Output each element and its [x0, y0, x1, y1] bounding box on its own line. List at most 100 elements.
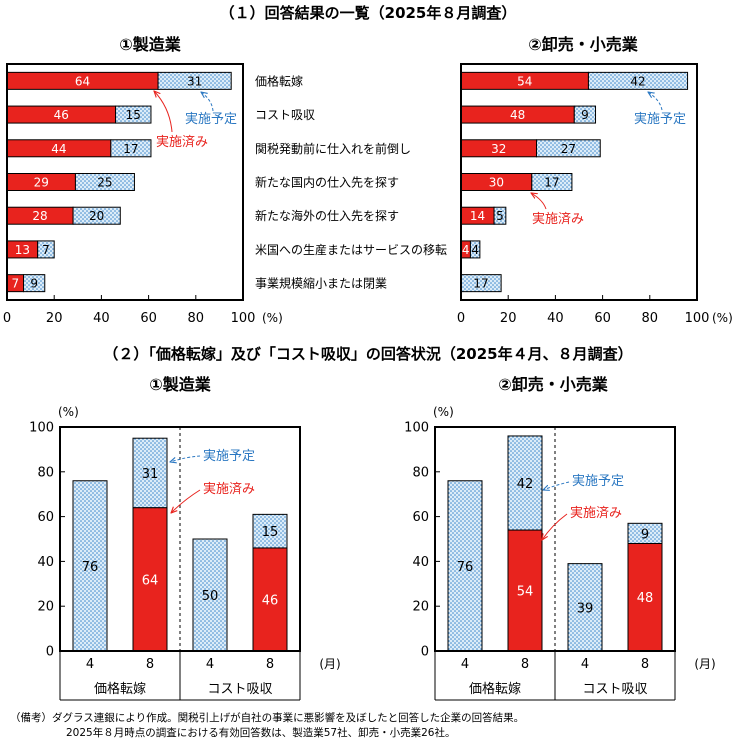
s1w-x-tick-label: 20 — [500, 311, 517, 326]
s1m-value-planned: 7 — [42, 243, 50, 257]
s1w-planned-arrow — [648, 92, 663, 111]
s2m-value-implemented: 46 — [262, 593, 279, 608]
s2w-implemented-label: 実施済み — [570, 505, 622, 521]
s1m-bar-planned — [23, 274, 46, 293]
s1w-value-planned: 9 — [581, 108, 589, 122]
s1m-bar-planned — [72, 206, 121, 225]
s1-category-label: 事業規模縮小または閉業 — [255, 276, 387, 291]
s1m-value-implemented: 64 — [75, 74, 90, 88]
s1w-value-implemented: 30 — [489, 176, 504, 190]
s2m-implemented-arrow — [171, 489, 201, 513]
s2m-y-tick-label: 80 — [37, 465, 54, 480]
s2w-value-april: 39 — [577, 601, 594, 616]
s1w-value-implemented: 48 — [510, 108, 525, 122]
s1w-bar-planned — [573, 105, 597, 124]
s1-category-label: 米国への生産またはサービスの移転 — [255, 242, 447, 257]
s1m-bar-planned — [37, 240, 55, 259]
s1w-x-tick-label: 100 — [685, 311, 710, 326]
s1m-x-tick-label: 0 — [3, 311, 11, 326]
s2m-implemented-label: 実施済み — [203, 481, 255, 497]
s1m-value-planned: 20 — [89, 209, 104, 223]
s1-manufacturing-unit: (%) — [262, 311, 283, 325]
s1m-bar-planned — [74, 173, 135, 191]
footnote-line2: 2025年８月時点の調査における有効回答数は、製造業57社、卸売・小売業26社。 — [66, 726, 455, 739]
s1m-value-implemented: 29 — [34, 176, 49, 190]
s2w-month-label: 8 — [641, 657, 649, 672]
s1-wholesale-frame — [460, 63, 698, 301]
s1m-bar-planned — [115, 105, 152, 124]
s1w-x-tick-label: 0 — [457, 311, 465, 326]
s2w-y-tick-label: 100 — [404, 421, 429, 436]
s2w-planned-arrow — [543, 481, 570, 490]
s2m-value-april: 76 — [82, 560, 99, 575]
s1-category-label: 新たな国内の仕入先を探す — [255, 175, 399, 190]
s2-wholesale-title: ②卸売・小売業 — [498, 375, 609, 394]
s2m-bar-implemented — [132, 507, 168, 652]
s2w-planned-label: 実施予定 — [572, 473, 624, 489]
s2w-value-implemented: 48 — [637, 591, 654, 606]
s2w-y-tick-label: 80 — [412, 465, 429, 480]
s1m-implemented-label: 実施済み — [156, 134, 208, 150]
s2w-y-tick-label: 40 — [412, 555, 429, 570]
s1m-x-tick-label: 20 — [46, 311, 63, 326]
s1w-bar-planned — [587, 71, 689, 90]
s1w-value-planned: 4 — [471, 243, 479, 257]
s2w-y-tick-label: 0 — [421, 645, 429, 660]
s2w-y-tick-label: 60 — [412, 510, 429, 525]
section1-title: （１）回答結果の一覧（2025年８月調査） — [220, 4, 517, 22]
s1w-bar-planned — [469, 240, 481, 259]
s1m-planned-label: 実施予定 — [185, 111, 237, 127]
footnote-line1: （備考）ダグラス連銀により作成。関税引上げが自社の事業に悪影響を及ぼしたと回答し… — [10, 711, 524, 724]
s1m-bar-planned — [110, 139, 152, 158]
s1m-bar-planned — [157, 71, 232, 90]
s2m-y-tick-label: 40 — [37, 555, 54, 570]
s1m-value-implemented: 28 — [32, 209, 47, 223]
s1m-x-tick-label: 60 — [140, 311, 157, 326]
s2w-bar-april — [567, 563, 603, 652]
s1w-implemented-arrow — [531, 193, 547, 210]
s2m-group-label: コスト吸収 — [207, 682, 272, 697]
s2w-group-label: コスト吸収 — [582, 682, 647, 697]
s2m-month-label: 8 — [266, 657, 274, 672]
s2w-implemented-arrow — [542, 513, 568, 540]
s1w-value-planned: 17 — [473, 277, 488, 291]
s2m-y-tick-label: 0 — [46, 645, 54, 660]
s2-wholesale-unit: (%) — [433, 405, 454, 419]
s1m-value-planned: 9 — [30, 277, 38, 291]
s1w-implemented-label: 実施済み — [532, 211, 584, 227]
s2m-bar-planned — [132, 437, 168, 509]
s1-manufacturing-title: ①製造業 — [119, 35, 182, 54]
s1m-x-tick-label: 80 — [188, 311, 205, 326]
s1m-value-planned: 25 — [97, 176, 112, 190]
s1m-value-implemented: 46 — [54, 108, 69, 122]
s1-manufacturing-frame — [6, 63, 244, 301]
s2m-y-tick-label: 60 — [37, 510, 54, 525]
s2w-month-unit: (月) — [694, 657, 715, 671]
s2w-bar-april — [447, 480, 483, 652]
s1-category-label: コスト吸収 — [255, 108, 315, 122]
s1w-x-tick-label: 60 — [594, 311, 611, 326]
s2w-value-implemented: 54 — [517, 585, 534, 600]
s1m-value-implemented: 44 — [51, 142, 66, 156]
s1-category-label: 関税発動前に仕入れを前倒し — [255, 141, 411, 156]
s2m-y-tick-label: 20 — [37, 600, 54, 615]
s2-manufacturing-title: ①製造業 — [149, 375, 212, 394]
section2-title: （２）「価格転嫁」及び「コスト吸収」の回答状況（2025年４月、８月調査） — [103, 345, 632, 363]
s1w-value-planned: 27 — [561, 142, 576, 156]
s2w-month-label: 8 — [521, 657, 529, 672]
s1m-value-implemented: 13 — [15, 243, 30, 257]
s1w-bar-planned — [493, 206, 507, 225]
s1w-bar-planned — [531, 173, 573, 191]
s2m-value-april: 50 — [202, 589, 219, 604]
s2m-value-implemented: 64 — [142, 573, 159, 588]
s1w-value-planned: 42 — [630, 74, 645, 88]
s2m-y-tick-label: 100 — [29, 421, 54, 436]
s1m-value-planned: 31 — [187, 74, 202, 88]
s1m-planned-arrow — [201, 92, 214, 112]
s2m-planned-arrow — [170, 455, 201, 462]
s1-category-label: 価格転嫁 — [255, 73, 303, 88]
s1m-value-planned: 17 — [123, 142, 138, 156]
s1w-value-implemented: 32 — [491, 142, 506, 156]
s2m-value-planned: 31 — [142, 467, 159, 482]
